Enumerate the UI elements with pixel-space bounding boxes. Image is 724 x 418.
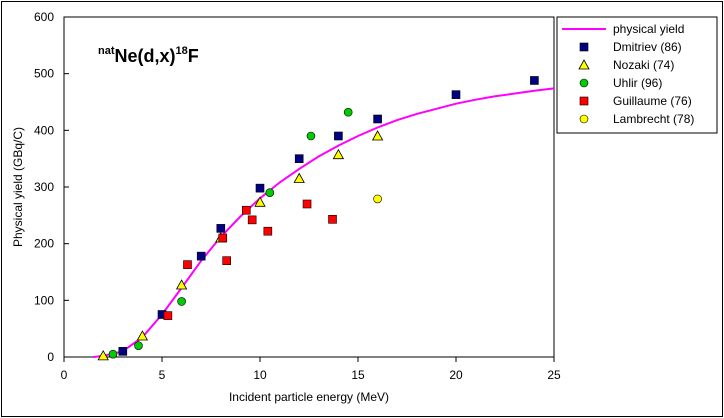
point-uhlir-96 bbox=[177, 297, 186, 306]
point-guillaume-76 bbox=[241, 205, 251, 215]
reaction-annotation: natNe(d,x)18F bbox=[98, 45, 199, 66]
legend-box bbox=[556, 16, 718, 134]
point-uhlir-96 bbox=[134, 341, 143, 350]
point-guillaume-76 bbox=[218, 233, 228, 243]
x-tick-label: 15 bbox=[351, 368, 365, 382]
y-tick-label: 300 bbox=[34, 180, 54, 194]
point-guillaume-76 bbox=[302, 199, 312, 209]
legend-label-uhlir-96: Uhlir (96) bbox=[613, 76, 662, 90]
point-guillaume-76 bbox=[263, 226, 273, 236]
legend: physical yield Dmitriev (86) Nozaki (74) Uh… bbox=[562, 22, 694, 126]
point-dmitriev-86 bbox=[294, 154, 304, 163]
legend-swatch-dmitriev-86 bbox=[579, 42, 589, 52]
annotation-main: Ne(d,x) bbox=[115, 46, 176, 66]
x-axis-ticks: 0 5 10 15 20 25 bbox=[61, 357, 561, 382]
annotation-suffix: F bbox=[188, 46, 199, 66]
legend-swatch-uhlir-96 bbox=[579, 78, 589, 88]
x-tick-label: 10 bbox=[253, 368, 267, 382]
point-guillaume-76 bbox=[222, 256, 231, 265]
y-tick-label: 100 bbox=[34, 293, 54, 307]
y-axis-ticks: 0 100 200 300 400 500 600 bbox=[34, 10, 69, 364]
point-uhlir-96 bbox=[265, 188, 275, 197]
point-guillaume-76 bbox=[183, 260, 192, 269]
y-axis-label: Physical yield (GBq/C) bbox=[11, 127, 25, 247]
annotation-prefix: nat bbox=[98, 45, 115, 57]
point-nozaki-74 bbox=[136, 330, 149, 341]
y-tick-label: 200 bbox=[34, 237, 54, 251]
legend-label-guillaume-76: Guillaume (76) bbox=[613, 94, 692, 108]
point-dmitriev-86 bbox=[255, 183, 265, 193]
point-guillaume-76 bbox=[163, 311, 173, 320]
plot-layer bbox=[93, 76, 555, 361]
legend-swatch-nozaki-74 bbox=[578, 59, 590, 70]
point-dmitriev-86 bbox=[196, 251, 206, 261]
y-tick-label: 600 bbox=[34, 10, 54, 24]
x-tick-label: 5 bbox=[159, 368, 166, 382]
point-dmitriev-86 bbox=[118, 347, 128, 356]
point-nozaki-74 bbox=[254, 196, 266, 207]
y-tick-label: 0 bbox=[47, 350, 54, 364]
point-dmitriev-86 bbox=[530, 76, 539, 85]
point-uhlir-96 bbox=[343, 107, 353, 117]
legend-swatch-guillaume-76 bbox=[579, 96, 589, 106]
y-tick-label: 400 bbox=[34, 123, 54, 137]
point-guillaume-76 bbox=[247, 215, 257, 225]
plot-area bbox=[63, 16, 555, 358]
point-nozaki-74 bbox=[175, 279, 188, 290]
point-nozaki-74 bbox=[371, 130, 384, 141]
legend-label-curve: physical yield bbox=[613, 22, 684, 36]
point-nozaki-74 bbox=[97, 350, 109, 361]
annotation-mass: 18 bbox=[176, 45, 188, 57]
x-axis-label: Incident particle energy (MeV) bbox=[229, 390, 389, 404]
point-nozaki-74 bbox=[293, 172, 305, 183]
point-lambrecht-78 bbox=[373, 194, 382, 204]
point-nozaki-74 bbox=[332, 148, 345, 160]
point-dmitriev-86 bbox=[216, 224, 226, 233]
x-tick-label: 20 bbox=[449, 368, 463, 382]
x-tick-label: 25 bbox=[547, 368, 561, 382]
y-tick-label: 500 bbox=[34, 67, 54, 81]
legend-label-lambrecht-78: Lambrecht (78) bbox=[613, 112, 694, 126]
legend-label-dmitriev-86: Dmitriev (86) bbox=[613, 40, 682, 54]
point-dmitriev-86 bbox=[334, 131, 343, 141]
legend-swatch-lambrecht-78 bbox=[579, 114, 589, 124]
point-guillaume-76 bbox=[328, 215, 337, 224]
point-uhlir-96 bbox=[108, 349, 118, 359]
point-uhlir-96 bbox=[306, 131, 316, 141]
x-tick-label: 0 bbox=[61, 368, 68, 382]
point-dmitriev-86 bbox=[373, 114, 382, 124]
point-dmitriev-86 bbox=[451, 90, 461, 99]
legend-label-nozaki-74: Nozaki (74) bbox=[613, 58, 674, 72]
